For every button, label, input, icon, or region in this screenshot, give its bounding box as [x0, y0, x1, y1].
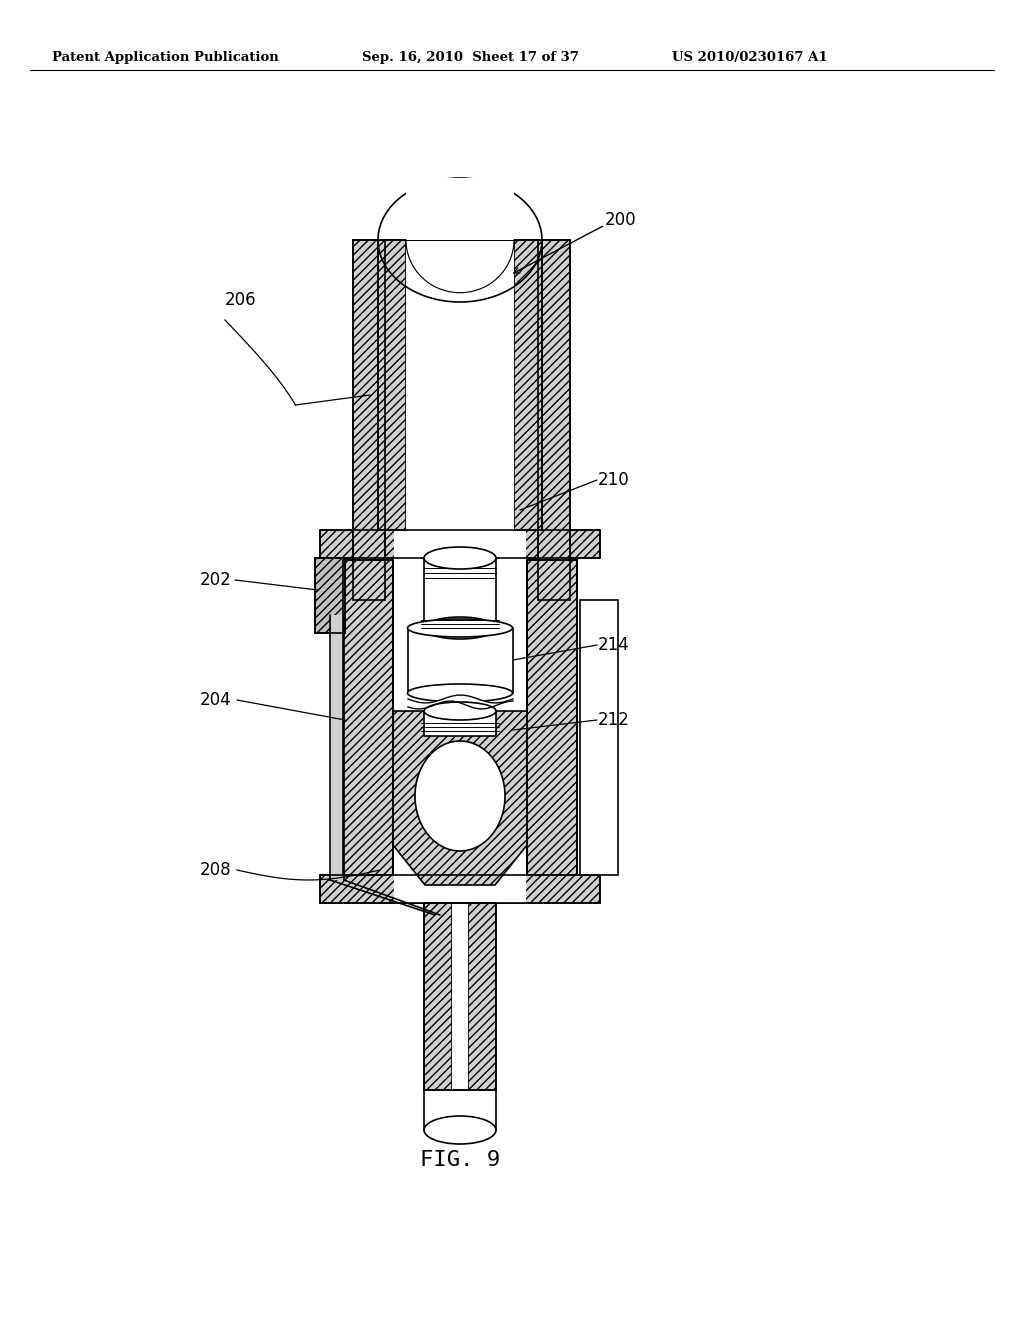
- Text: 212: 212: [598, 711, 630, 729]
- Text: 214: 214: [598, 636, 630, 653]
- Text: 200: 200: [605, 211, 637, 228]
- Text: US 2010/0230167 A1: US 2010/0230167 A1: [672, 50, 827, 63]
- Bar: [406, 178, 514, 240]
- Bar: [468, 903, 496, 1090]
- Bar: [353, 240, 385, 601]
- Bar: [394, 531, 526, 903]
- Bar: [538, 240, 570, 601]
- Text: 208: 208: [200, 861, 231, 879]
- Text: 210: 210: [598, 471, 630, 488]
- Bar: [319, 875, 600, 903]
- Text: 206: 206: [225, 290, 257, 309]
- Bar: [424, 903, 452, 1090]
- Ellipse shape: [424, 702, 496, 719]
- Bar: [424, 903, 496, 1090]
- Bar: [527, 560, 577, 875]
- Bar: [331, 615, 344, 880]
- Bar: [527, 560, 577, 875]
- Ellipse shape: [408, 684, 512, 702]
- Ellipse shape: [415, 741, 505, 851]
- Bar: [424, 1090, 496, 1130]
- Bar: [319, 531, 600, 558]
- Ellipse shape: [408, 619, 512, 638]
- Bar: [378, 240, 406, 531]
- Ellipse shape: [424, 546, 496, 569]
- Bar: [424, 711, 496, 737]
- Bar: [343, 560, 393, 875]
- Bar: [452, 903, 468, 1090]
- Bar: [424, 558, 496, 628]
- Text: 202: 202: [200, 572, 231, 589]
- Ellipse shape: [424, 616, 496, 639]
- Text: Sep. 16, 2010  Sheet 17 of 37: Sep. 16, 2010 Sheet 17 of 37: [362, 50, 579, 63]
- Bar: [315, 558, 345, 634]
- Bar: [406, 240, 514, 531]
- Bar: [353, 240, 385, 601]
- Bar: [343, 560, 393, 875]
- Bar: [580, 601, 618, 875]
- Bar: [538, 240, 570, 601]
- Polygon shape: [393, 711, 527, 884]
- Bar: [408, 628, 513, 693]
- Bar: [319, 875, 600, 903]
- Ellipse shape: [424, 1115, 496, 1144]
- Bar: [514, 240, 542, 531]
- Text: Patent Application Publication: Patent Application Publication: [52, 50, 279, 63]
- Bar: [315, 558, 345, 634]
- Text: FIG. 9: FIG. 9: [420, 1150, 500, 1170]
- Bar: [319, 531, 600, 558]
- Text: 204: 204: [200, 690, 231, 709]
- Polygon shape: [378, 178, 542, 240]
